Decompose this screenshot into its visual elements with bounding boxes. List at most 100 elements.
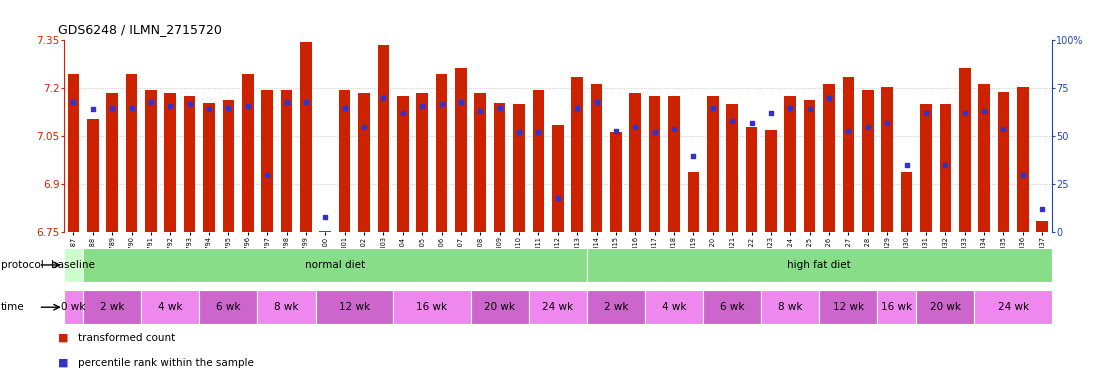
Bar (339, 90, 350, 232)
Bar (257, 290, 315, 324)
Bar (397, 96, 408, 232)
Bar (974, 290, 1052, 324)
Point (316, 214, 334, 220)
Text: percentile rank within the sample: percentile rank within the sample (78, 358, 254, 368)
Bar (455, 68, 467, 232)
Text: 12 wk: 12 wk (339, 302, 370, 312)
Bar (610, 131, 621, 232)
Bar (533, 90, 545, 232)
Point (433, 101, 450, 107)
Text: 4 wk: 4 wk (158, 302, 182, 312)
Text: 12 wk: 12 wk (833, 302, 864, 312)
Point (336, 104, 354, 111)
Bar (819, 290, 877, 324)
Bar (358, 93, 370, 232)
Text: 4 wk: 4 wk (662, 302, 686, 312)
Bar (629, 93, 641, 232)
Point (452, 99, 470, 105)
Bar (107, 93, 117, 232)
Point (413, 103, 430, 109)
Point (800, 106, 818, 113)
Text: 0 wk: 0 wk (61, 302, 86, 312)
Point (665, 126, 683, 132)
Bar (645, 290, 703, 324)
Point (161, 103, 179, 109)
Point (123, 104, 141, 111)
Bar (862, 90, 874, 232)
Text: 24 wk: 24 wk (998, 302, 1029, 312)
Text: 24 wk: 24 wk (542, 302, 573, 312)
Bar (707, 96, 718, 232)
Point (742, 120, 760, 126)
Bar (765, 130, 776, 232)
Bar (703, 290, 761, 324)
Point (356, 124, 373, 130)
Bar (223, 99, 234, 232)
Point (956, 110, 974, 116)
Bar (125, 74, 137, 232)
Text: ■: ■ (58, 358, 69, 368)
Text: GDS6248 / ILMN_2715720: GDS6248 / ILMN_2715720 (58, 23, 222, 36)
Text: 16 wk: 16 wk (416, 302, 447, 312)
Point (65, 99, 82, 105)
Point (258, 172, 276, 178)
Bar (165, 93, 176, 232)
Bar (474, 93, 486, 232)
Bar (687, 172, 699, 232)
Bar (900, 172, 912, 232)
Text: 2 wk: 2 wk (604, 302, 628, 312)
Point (782, 104, 799, 111)
Point (762, 110, 780, 116)
Point (374, 95, 392, 101)
Point (975, 108, 993, 114)
Bar (64, 248, 83, 282)
Bar (393, 290, 471, 324)
Point (859, 124, 876, 130)
Text: 20 wk: 20 wk (484, 302, 515, 312)
Point (627, 124, 645, 130)
Bar (471, 290, 529, 324)
Text: 16 wk: 16 wk (882, 302, 912, 312)
Text: high fat diet: high fat diet (787, 260, 851, 270)
Bar (416, 93, 428, 232)
Text: baseline: baseline (52, 260, 96, 270)
Bar (320, 231, 332, 232)
Point (491, 104, 508, 111)
Point (103, 104, 121, 111)
Bar (68, 74, 79, 232)
Point (937, 162, 954, 168)
Point (724, 118, 741, 124)
Bar (242, 74, 254, 232)
Point (239, 103, 257, 109)
Bar (64, 290, 83, 324)
Bar (83, 290, 142, 324)
Point (220, 104, 237, 111)
Text: time: time (1, 302, 25, 312)
Bar (649, 96, 661, 232)
Point (840, 127, 858, 134)
Point (878, 120, 896, 126)
Text: 8 wk: 8 wk (778, 302, 803, 312)
Bar (378, 45, 389, 232)
Bar (804, 99, 816, 232)
Bar (145, 90, 157, 232)
Bar (1017, 87, 1029, 232)
Bar (494, 103, 505, 232)
Bar (1037, 221, 1047, 232)
Bar (842, 77, 854, 232)
Point (83, 106, 101, 113)
Bar (669, 96, 680, 232)
Bar (142, 290, 200, 324)
Point (298, 99, 315, 105)
Bar (200, 290, 257, 324)
Bar (203, 103, 215, 232)
Point (685, 152, 703, 159)
Point (142, 99, 159, 105)
Point (549, 195, 567, 201)
Bar (882, 87, 893, 232)
Point (471, 108, 489, 114)
Bar (920, 104, 932, 232)
Bar (978, 83, 990, 232)
Point (646, 129, 663, 136)
Text: ■: ■ (58, 333, 69, 343)
